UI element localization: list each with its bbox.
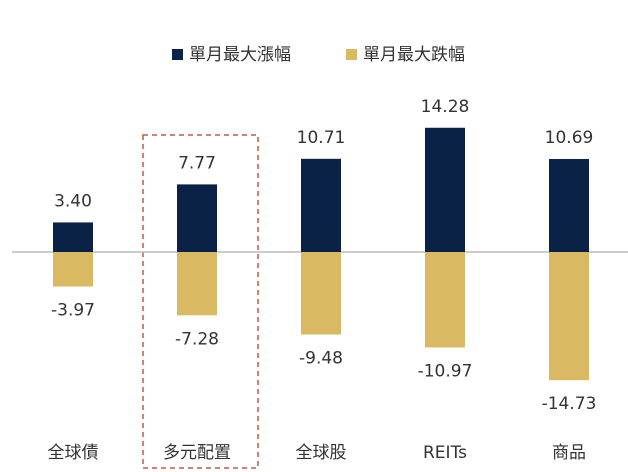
bar (425, 127, 465, 252)
bar (301, 252, 341, 335)
data-label: -3.97 (51, 301, 95, 321)
bar (53, 252, 93, 287)
legend-swatch (346, 49, 357, 60)
data-label: -10.97 (418, 361, 473, 381)
x-tick-label: 全球債 (48, 443, 99, 463)
bar (53, 222, 93, 252)
data-label: 10.71 (297, 128, 346, 148)
x-tick-label: 商品 (552, 443, 586, 463)
x-tick-label: 全球股 (296, 443, 347, 463)
legend-label: 單月最大跌幅 (363, 45, 465, 65)
data-label: 3.40 (54, 191, 92, 211)
highlight-box (142, 134, 259, 469)
data-label: 7.77 (178, 153, 216, 173)
bar (177, 252, 217, 316)
data-label: -14.73 (542, 394, 597, 414)
bar (301, 158, 341, 252)
bar (549, 252, 589, 381)
x-tick-label: 多元配置 (163, 443, 231, 463)
bar (425, 252, 465, 348)
data-label: -7.28 (175, 329, 219, 349)
legend-swatch (172, 49, 183, 60)
bar (549, 158, 589, 252)
legend-label: 單月最大漲幅 (189, 45, 291, 65)
data-label: -9.48 (299, 348, 343, 368)
data-label: 10.69 (545, 128, 594, 148)
x-tick-label: REITs (423, 443, 467, 463)
bar (177, 184, 217, 252)
data-label: 14.28 (421, 97, 470, 117)
